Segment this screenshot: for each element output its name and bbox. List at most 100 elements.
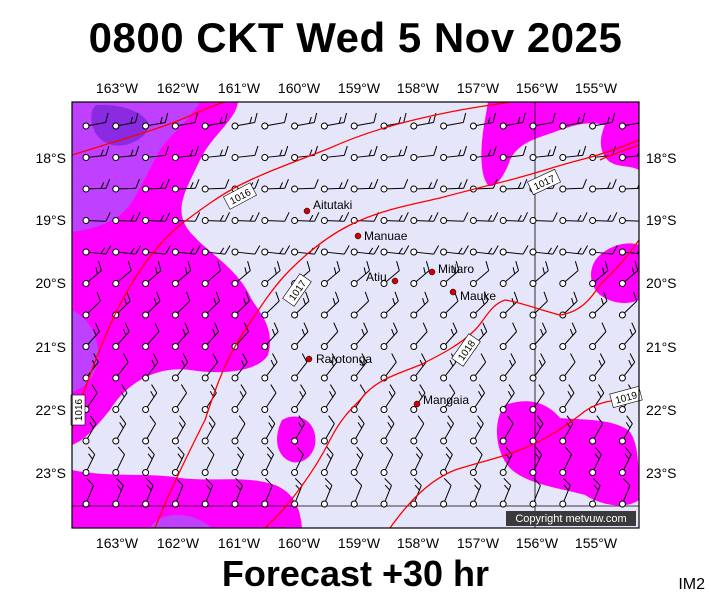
- wind-barb-icon: [320, 112, 347, 130]
- wind-barb-icon: [291, 478, 303, 508]
- wind-barb-icon: [380, 384, 396, 413]
- lon-tick-label: 158°W: [397, 80, 440, 96]
- wind-barb-icon: [499, 212, 528, 224]
- lat-tick-label: 22°S: [35, 402, 66, 418]
- wind-barb-icon: [320, 415, 335, 445]
- place-mauke: Mauke: [449, 288, 496, 303]
- lon-tick-label: 160°W: [278, 80, 321, 96]
- wind-barb-icon: [440, 112, 467, 130]
- isobar-1016-main: [72, 102, 511, 431]
- isobar-label-1016-edge: 1016: [70, 394, 86, 426]
- wind-barb-icon: [380, 145, 408, 161]
- wind-barb-icon: [350, 446, 364, 476]
- isobar-1019: [389, 397, 639, 528]
- wind-barb-icon: [82, 446, 96, 476]
- wind-barb-icon: [320, 245, 350, 256]
- wind-barb-icon: [499, 384, 515, 413]
- wind-barb-icon: [499, 112, 526, 130]
- wind-barb-icon: [410, 261, 430, 287]
- place-label: Manuae: [364, 229, 408, 243]
- isobar-1016-north: [72, 102, 226, 156]
- wind-barb-icon: [469, 245, 499, 256]
- wind-barb-icon: [618, 291, 638, 319]
- wind-barb-icon: [142, 384, 158, 413]
- wind-barb-icon: [350, 245, 380, 256]
- wind-barb-icon: [291, 415, 306, 445]
- wind-barb-icon: [231, 291, 250, 319]
- wind-barb-icon: [380, 446, 394, 476]
- wind-barb-icon: [618, 217, 639, 224]
- wind-barb-icon: [291, 112, 318, 130]
- wind-barb-icon: [350, 322, 369, 350]
- wind-barb-icon: [380, 291, 399, 319]
- wind-barb-icon: [171, 245, 201, 256]
- lon-tick-label: 159°W: [338, 535, 381, 551]
- wind-barb-icon: [320, 212, 350, 224]
- wind-barb-icon: [589, 261, 609, 287]
- place-label: Mauke: [460, 289, 496, 303]
- isobar-label-1019: 1019: [609, 385, 643, 409]
- wind-barb-icon: [231, 415, 246, 445]
- wind-barb-icon: [231, 212, 260, 224]
- wind-barb-icon: [171, 261, 192, 287]
- wind-barb-icon: [529, 245, 559, 256]
- wind-barb-icon: [410, 245, 440, 256]
- wind-barb-icon: [350, 261, 371, 287]
- wind-barb-icon: [82, 478, 94, 508]
- wind-barb-icon: [171, 145, 199, 161]
- wind-barb-icon: [231, 384, 247, 413]
- wind-barb-icon: [231, 261, 251, 287]
- wind-barb-icon: [201, 178, 230, 193]
- wind-barb-icon: [469, 261, 490, 287]
- wind-barb-icon: [618, 247, 639, 256]
- wind-barb-icon: [112, 478, 124, 508]
- wind-barb-icon: [112, 212, 141, 224]
- wind-zone-bottom-core: [150, 515, 212, 528]
- wind-barb-icon: [440, 261, 460, 287]
- wind-barb-icon: [112, 112, 139, 130]
- wind-barb-icon: [171, 353, 189, 382]
- wind-barb-icon: [201, 245, 231, 256]
- wind-barb-icon: [529, 261, 549, 287]
- wind-barb-icon: [291, 322, 309, 350]
- wind-barb-icon: [529, 446, 543, 476]
- wind-barb-icon: [171, 415, 186, 445]
- place-mitiaro: Mitiaro: [428, 262, 474, 276]
- wind-barb-icon: [261, 261, 281, 287]
- wind-barb-icon: [142, 112, 169, 130]
- wind-barb-icon: [201, 446, 215, 476]
- wind-barb-icon: [142, 478, 154, 508]
- wind-barb-icon: [410, 353, 427, 382]
- wind-barb-icon: [469, 291, 489, 319]
- town-marker: [413, 400, 421, 408]
- wind-barb-icon: [559, 446, 573, 476]
- wind-barb-icon: [82, 178, 111, 193]
- isobar-1017: [154, 139, 639, 528]
- wind-barb-icon: [261, 112, 288, 130]
- wind-barb-icon: [231, 145, 259, 161]
- wind-barb-icon: [440, 178, 468, 193]
- wind-barb-icon: [112, 322, 130, 350]
- wind-barb-icon: [350, 178, 379, 193]
- wind-barb-icon: [320, 291, 340, 319]
- wind-barb-icon: [320, 261, 341, 287]
- wind-barb-icon: [499, 353, 516, 382]
- copyright-box: Copyright metvuw.com: [506, 511, 636, 526]
- wind-barb-icon: [380, 245, 410, 256]
- isobar-1019-corner: [599, 144, 639, 161]
- wind-barb-icon: [499, 145, 527, 161]
- wind-zone-northeast-top: [600, 102, 639, 170]
- wind-barb-icon: [410, 415, 425, 445]
- town-marker: [428, 268, 436, 276]
- wind-barb-icon: [618, 122, 639, 130]
- wind-barb-icon: [82, 261, 102, 287]
- wind-barb-icon: [201, 145, 229, 161]
- wind-barb-icon: [320, 446, 334, 476]
- wind-barb-icon: [589, 212, 618, 224]
- wind-barb-icon: [112, 446, 126, 476]
- wind-barb-icon: [618, 478, 631, 508]
- wind-barb-icon: [112, 384, 128, 413]
- wind-barb-icon: [261, 415, 276, 445]
- wind-barb-icon: [82, 322, 100, 350]
- lon-tick-label: 162°W: [157, 535, 200, 551]
